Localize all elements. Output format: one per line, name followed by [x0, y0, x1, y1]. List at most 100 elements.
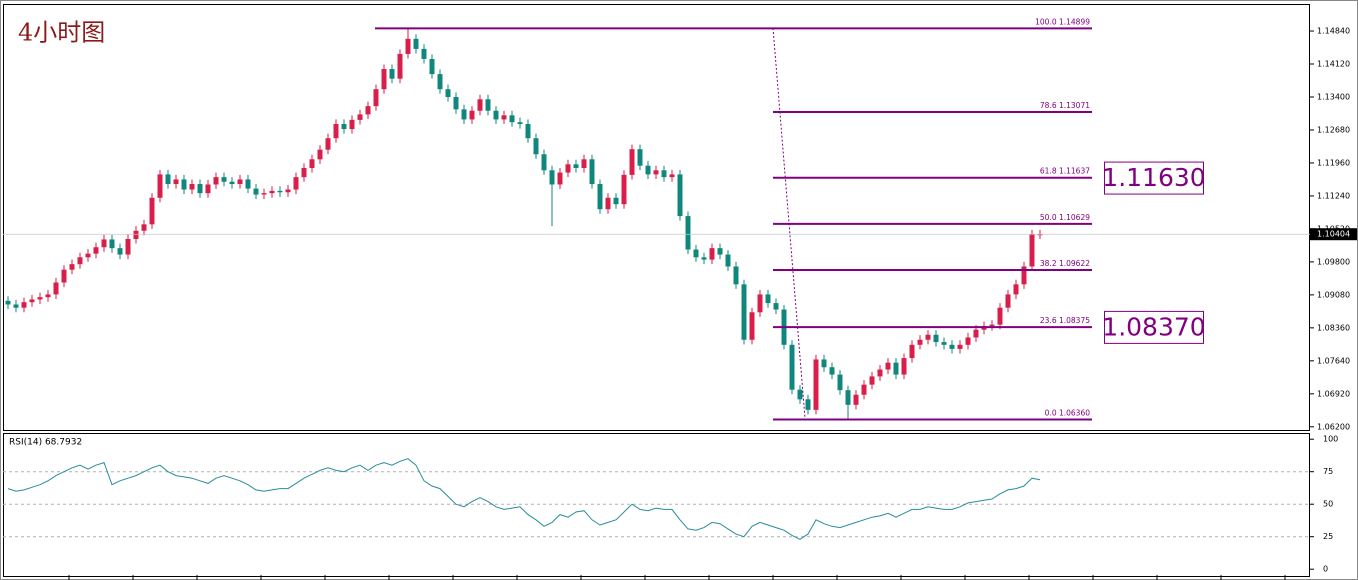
candle-body: [493, 110, 499, 120]
y-tick-label: 1.12680: [1317, 125, 1350, 134]
candle-body: [709, 248, 715, 260]
rsi-line: [7, 458, 1041, 540]
candle-body: [717, 248, 723, 255]
price-annotation-box: [1104, 310, 1204, 344]
candle-body: [445, 89, 451, 97]
rsi-label: RSI(14) 68.7932: [9, 438, 82, 448]
candle-body: [845, 390, 851, 405]
candle-body: [509, 115, 515, 123]
fib-label: 38.2 1.09622: [1040, 259, 1090, 268]
last-price-label: 1.10404: [1317, 230, 1350, 239]
candle-body: [357, 114, 363, 120]
candle-body: [189, 184, 195, 190]
candle-body: [101, 239, 107, 248]
y-tick-label: 1.06920: [1317, 389, 1350, 398]
candle-body: [637, 149, 643, 166]
candle-body: [861, 384, 867, 395]
chart-title: 4小时图: [18, 19, 105, 47]
candle-body: [349, 119, 355, 130]
candle-body: [829, 367, 835, 375]
candle-body: [581, 159, 587, 168]
candle-body: [13, 304, 19, 308]
candle-body: [333, 124, 339, 139]
candle-body: [629, 149, 635, 175]
candle-body: [749, 312, 755, 340]
candle-body: [501, 115, 507, 120]
candle-body: [1013, 284, 1019, 295]
candle-body: [957, 344, 963, 349]
candle-body: [605, 197, 611, 210]
candle-body: [557, 172, 563, 185]
y-tick-label: 1.08360: [1317, 323, 1350, 332]
candle-body: [773, 303, 779, 310]
candle-body: [221, 177, 227, 182]
candle-body: [837, 374, 843, 391]
candle-body: [997, 307, 1003, 325]
candle-body: [813, 359, 819, 410]
y-tick-label: 1.06200: [1317, 422, 1350, 431]
candle-body: [53, 282, 59, 295]
candle-body: [701, 257, 707, 260]
price-panel: [3, 4, 1310, 431]
candle-body: [973, 329, 979, 338]
candle-body: [373, 89, 379, 107]
fib-label: 100.0 1.14899: [1035, 17, 1090, 26]
candle-body: [269, 190, 275, 194]
candle-body: [389, 69, 395, 79]
candle-body: [173, 179, 179, 185]
candle-body: [565, 164, 571, 173]
y-tick-label: 0: [1323, 565, 1328, 574]
candle-body: [725, 254, 731, 267]
candle-body: [877, 369, 883, 377]
y-tick-label: 100: [1323, 435, 1338, 444]
candle-body: [885, 362, 891, 370]
candle-body: [77, 257, 83, 265]
candle-body: [437, 74, 443, 90]
candle-body: [573, 164, 579, 168]
candle-body: [517, 122, 523, 125]
candle-body: [21, 302, 27, 308]
candle-body: [685, 216, 691, 250]
candle-body: [165, 174, 171, 185]
candle-body: [45, 294, 51, 298]
candle-body: [285, 189, 291, 193]
y-tick-label: 1.07640: [1317, 356, 1350, 365]
candle-body: [1037, 234, 1043, 236]
y-tick-label: 1.11240: [1317, 191, 1350, 200]
candle-body: [549, 170, 555, 185]
candle-body: [301, 167, 307, 178]
candle-body: [821, 359, 827, 368]
candle-body: [181, 179, 187, 190]
candle-body: [197, 184, 203, 194]
candle-body: [117, 248, 123, 255]
candle-body: [621, 174, 627, 205]
candle-body: [741, 284, 747, 340]
candle-body: [325, 138, 331, 150]
y-tick-label: 75: [1323, 467, 1333, 476]
candle-body: [661, 170, 667, 178]
fib-label: 61.8 1.11637: [1040, 167, 1090, 176]
candle-body: [309, 159, 315, 168]
candle-body: [453, 96, 459, 110]
candle-body: [141, 224, 147, 231]
fib-label: 0.0 1.06360: [1045, 408, 1091, 417]
candle-body: [229, 181, 235, 185]
candle-body: [157, 174, 163, 198]
candle-body: [949, 344, 955, 349]
candle-body: [37, 297, 43, 300]
candle-body: [85, 253, 91, 258]
candle-body: [429, 58, 435, 75]
candle-body: [125, 238, 131, 255]
candle-body: [893, 362, 899, 375]
candle-body: [245, 179, 251, 189]
candle-body: [797, 389, 803, 400]
candle-body: [669, 174, 675, 178]
fib-label: 50.0 1.10629: [1040, 213, 1090, 222]
candle-body: [597, 184, 603, 210]
candle-body: [277, 190, 283, 193]
candle-body: [805, 399, 811, 410]
candle-body: [909, 344, 915, 359]
y-tick-label: 1.14120: [1317, 60, 1350, 69]
candle-body: [69, 264, 75, 270]
